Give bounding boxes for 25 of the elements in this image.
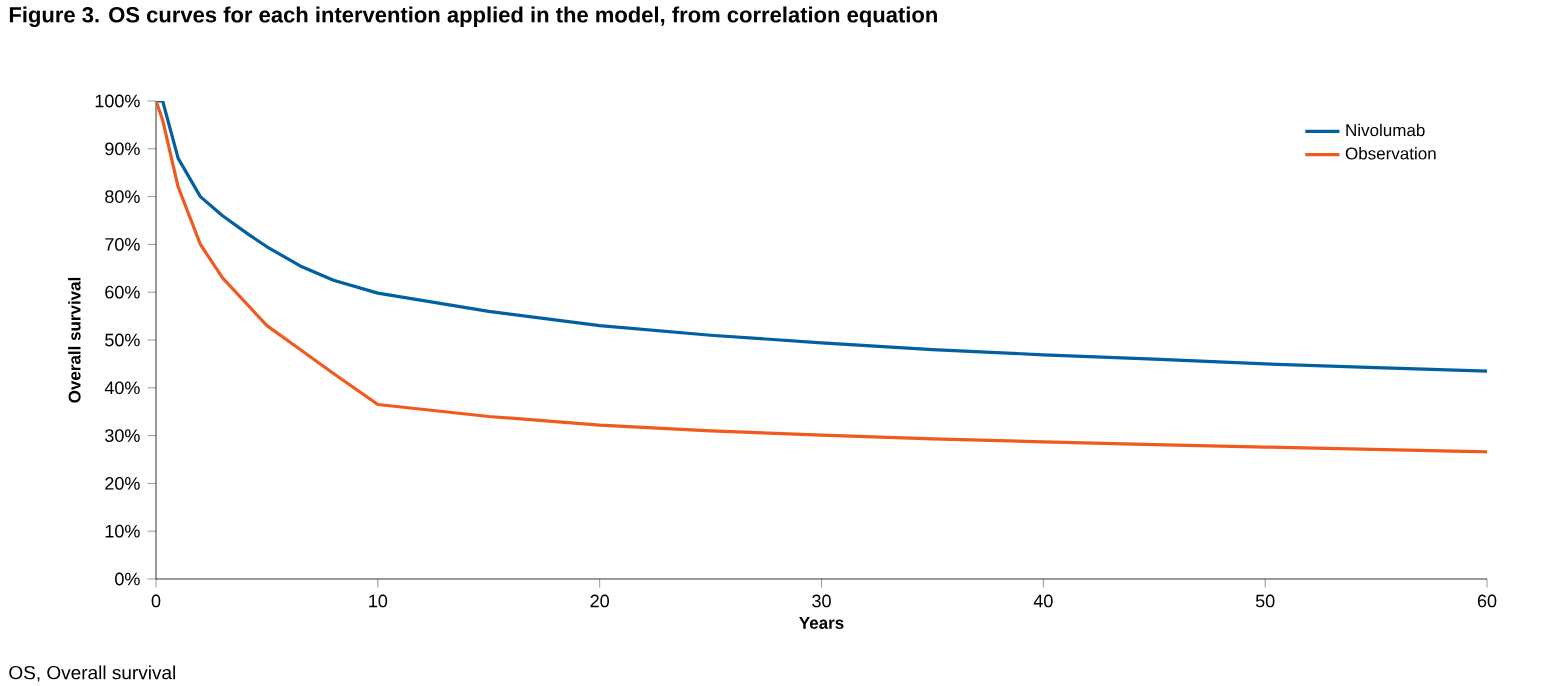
x-tick-label: 0 [151,594,161,608]
x-axis-title: Years [799,617,844,629]
y-tick-label: 40% [104,381,140,395]
y-tick-label: 70% [105,238,140,251]
x-tick-label: 60 [1477,594,1497,608]
x-tick-label: 20 [590,594,609,608]
text: OS, Overall survival [9,665,175,682]
line-series [156,100,1487,373]
legend-label: Nivolumab [1346,123,1425,137]
y-tick-label: 50% [105,333,140,347]
y-axis-title: Overall survival [68,277,81,403]
y-tick-label: 0% [115,572,140,586]
y-tick-label: 100% [95,94,140,108]
chart-title: Figure 3. OS curves for each intervention applied in the model, from correlation equation [9,6,937,28]
x-tick-label: 50 [1255,594,1275,608]
y-tick-label: 90% [105,142,140,156]
y-tick-label: 30% [105,429,140,442]
y-tick-label: 60% [105,285,140,299]
y-tick-label: 80% [105,190,140,203]
x-tick-label: 30 [812,594,831,608]
y-tick-label: 10% [105,524,140,538]
x-tick-label: 40 [1033,594,1053,608]
x-tick-label: 10 [369,594,388,608]
y-tick-label: 20% [105,477,140,490]
legend-label: Observation [1345,147,1436,160]
